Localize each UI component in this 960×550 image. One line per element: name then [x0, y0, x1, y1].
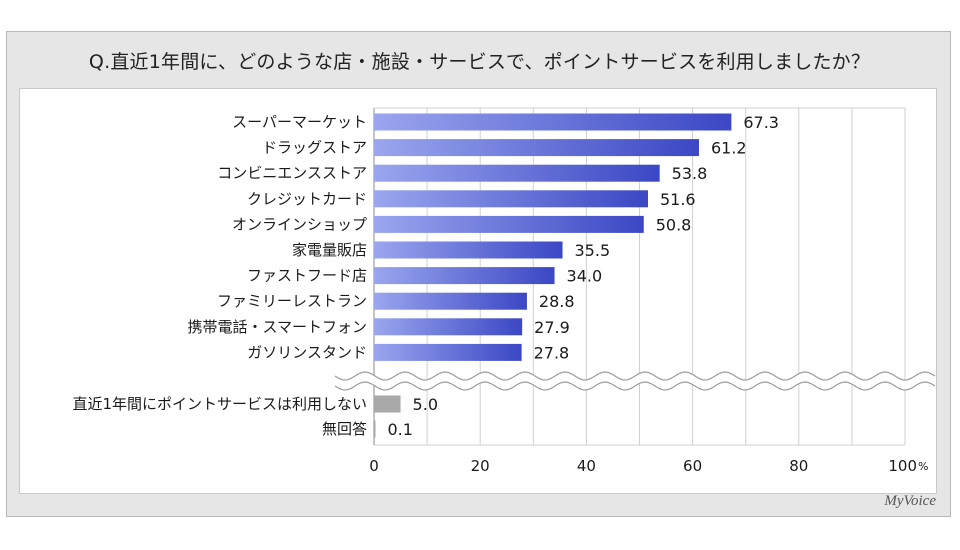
data-label: 50.8 [656, 215, 692, 234]
category-label: ファミリーレストラン [217, 292, 367, 310]
category-label: クレジットカード [247, 190, 367, 208]
category-label: ファストフード店 [247, 267, 367, 285]
category-label: ガソリンスタンド [247, 343, 367, 361]
bar-2 [374, 139, 699, 157]
bar-5 [374, 215, 644, 233]
bar-1 [374, 113, 732, 131]
category-label: オンラインショップ [232, 215, 367, 233]
category-label: 直近1年間にポイントサービスは利用しない [72, 395, 367, 413]
category-label: コンビニエンスストア [217, 164, 367, 182]
data-label: 61.2 [711, 139, 747, 158]
bar-10 [374, 343, 522, 361]
data-label: 28.8 [539, 292, 575, 311]
x-unit-label: % [918, 460, 928, 473]
data-label: 35.5 [575, 241, 611, 260]
bar-3 [374, 164, 660, 182]
data-label: 27.9 [534, 318, 570, 337]
x-tick-label: 100 [888, 457, 917, 475]
bar-12 [374, 420, 376, 438]
data-label: 67.3 [743, 113, 779, 132]
bar-11 [374, 395, 401, 413]
category-label: 無回答 [322, 420, 367, 438]
category-label: スーパーマーケット [232, 113, 367, 131]
bar-8 [374, 292, 527, 310]
axis-break-line-top [334, 371, 936, 381]
brand-logo: MyVoice [884, 493, 936, 509]
bar-7 [374, 267, 555, 285]
data-label: 53.8 [672, 164, 708, 183]
bar-4 [374, 190, 648, 208]
data-label: 27.8 [534, 343, 570, 362]
category-label: 家電量販店 [292, 241, 367, 259]
category-label: ドラッグストア [262, 139, 367, 157]
bar-6 [374, 241, 563, 259]
bar-9 [374, 318, 523, 336]
x-tick-label: 0 [369, 457, 379, 475]
x-tick-label: 80 [789, 457, 808, 475]
x-tick-label: 60 [683, 457, 702, 475]
x-tick-label: 40 [577, 457, 596, 475]
chart-frame: Q.直近1年間に、どのような店・施設・サービスで、ポイントサービスを利用しました… [6, 31, 951, 517]
data-label: 0.1 [388, 420, 413, 439]
data-label: 51.6 [660, 190, 696, 209]
data-label: 34.0 [567, 267, 603, 286]
category-label: 携帯電話・スマートフォン [187, 318, 367, 336]
data-label: 5.0 [413, 395, 438, 414]
axis-break-line-bottom [334, 381, 936, 391]
chart-title: Q.直近1年間に、どのような店・施設・サービスで、ポイントサービスを利用しました… [88, 51, 871, 73]
x-tick-label: 20 [471, 457, 490, 475]
axis-break-band [335, 372, 935, 390]
